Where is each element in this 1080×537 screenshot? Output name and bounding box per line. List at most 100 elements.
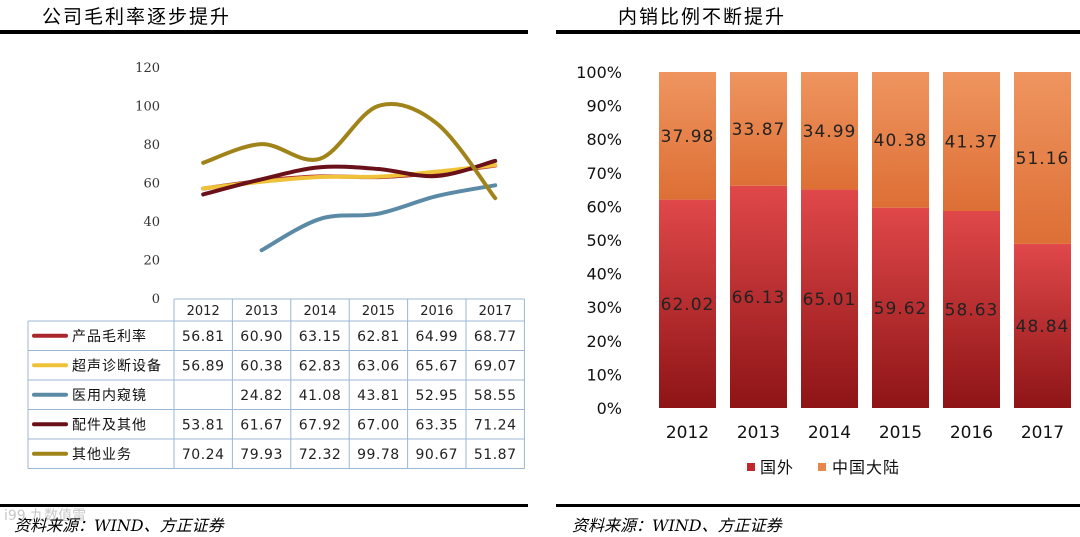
table-cell-value: 69.07 [474, 358, 517, 374]
bar-segment-foreign [943, 211, 1000, 408]
y-tick-label: 80 [143, 138, 160, 153]
table-cell-value: 67.92 [299, 417, 342, 433]
y-tick-label: 60 [143, 177, 160, 192]
y-tick-label: 120 [135, 61, 160, 76]
bar-label-domestic: 33.87 [732, 120, 786, 140]
table-year-header: 2014 [303, 304, 336, 319]
bar-segment-domestic [1014, 72, 1071, 244]
series-line [259, 183, 498, 253]
percent-tick-label: 0% [597, 399, 622, 418]
table-cell-value: 68.77 [474, 329, 517, 345]
year-axis-ticks: 2012 2013 2014 2015 2016 2017 [666, 423, 1064, 443]
bar-segment-foreign [659, 199, 716, 408]
table-cell-value: 62.81 [357, 329, 400, 345]
left-title-rule [0, 30, 528, 34]
table-cell-value: 61.67 [240, 417, 283, 433]
table-cell-value: 60.90 [240, 329, 283, 345]
table-cell-value: 99.78 [357, 447, 400, 463]
series-name: 超声诊断设备 [72, 357, 162, 374]
data-table: 2012 2013 2014 2015 2016 2017 产品毛利率 56.81 60.90 6… [27, 298, 525, 469]
table-cell-value: 71.24 [474, 417, 517, 433]
table-cell-value: 90.67 [416, 447, 459, 463]
right-source-note: 资料来源：WIND、方正证券 [572, 516, 782, 535]
percent-axis-ticks: 100% 90% 80% 70% 60% 50% 40% 30% 20% 10% 0% [576, 63, 622, 418]
year-tick-label: 2016 [950, 423, 993, 443]
bar-segment-domestic [730, 72, 787, 186]
percent-tick-label: 30% [586, 298, 622, 317]
percent-tick-label: 80% [586, 130, 622, 149]
bars-group: 62.02 37.98 66.13 33.87 65.01 34.99 59.62 40.38… [659, 72, 1071, 408]
percent-tick-label: 50% [586, 231, 622, 250]
left-source-note: 资料来源：WIND、方正证券 [14, 516, 224, 535]
y-tick-label: 100 [135, 100, 160, 115]
table-cell-value: 58.55 [474, 388, 517, 404]
percent-tick-label: 20% [586, 332, 622, 351]
table-cell-value: 70.24 [182, 447, 225, 463]
right-chart-panel: 内销比例不断提升 100% 90% 80% 70% 60% 50% 40% 30% 20% 10%… [556, 0, 1080, 537]
bar-segment-foreign [801, 189, 858, 408]
y-tick-label: 0 [152, 292, 160, 307]
bar-label-foreign: 62.02 [661, 295, 715, 315]
table-cell-value: 79.93 [240, 447, 283, 463]
legend-swatch-domestic [818, 463, 826, 471]
bar-segment-domestic [659, 72, 716, 200]
table-cell-value: 56.89 [182, 358, 225, 374]
right-title-rule [556, 30, 1080, 34]
series-name: 医用内窥镜 [72, 387, 147, 404]
percent-tick-label: 40% [586, 265, 622, 284]
y-axis-ticks: 120 100 80 60 40 20 0 [135, 61, 160, 307]
table-cell-value: 51.87 [474, 447, 517, 463]
year-tick-label: 2014 [808, 423, 851, 443]
table-year-header: 2015 [362, 304, 395, 319]
table-cell-value: 24.82 [240, 388, 283, 404]
table-cell-value: 60.38 [240, 358, 283, 374]
series-name: 产品毛利率 [72, 328, 147, 345]
legend: 国外 中国大陆 [747, 458, 900, 477]
series-name: 其他业务 [72, 447, 132, 463]
year-tick-label: 2013 [737, 423, 780, 443]
bar-label-foreign: 66.13 [732, 288, 786, 308]
legend-swatch-foreign [747, 463, 755, 471]
left-chart-panel: 公司毛利率逐步提升 120 100 80 60 40 20 0 2012 2013 2014 20… [0, 0, 528, 537]
bar-segment-domestic [943, 72, 1000, 212]
left-bottom-rule [0, 504, 528, 507]
right-bottom-rule [556, 504, 1080, 507]
bar-label-foreign: 48.84 [1016, 317, 1070, 337]
bar-segment-domestic [801, 72, 858, 190]
series-line [201, 158, 498, 197]
percent-tick-label: 10% [586, 365, 622, 384]
table-cell-value: 72.32 [299, 447, 342, 463]
percent-tick-label: 90% [586, 97, 622, 116]
percent-tick-label: 70% [586, 164, 622, 183]
year-tick-label: 2015 [879, 423, 922, 443]
bar-label-foreign: 65.01 [803, 290, 857, 310]
table-cell-value: 63.15 [299, 329, 342, 345]
table-cell-value: 56.81 [182, 329, 225, 345]
percent-tick-label: 60% [586, 197, 622, 216]
watermark: i99 九数值雷 [4, 508, 87, 524]
table-cell-value: 63.35 [416, 417, 459, 433]
table-cell-value: 53.81 [182, 417, 225, 433]
bar-segment-foreign [872, 207, 929, 408]
table-cell-value: 41.08 [299, 388, 342, 404]
table-year-header: 2013 [245, 304, 278, 319]
table-cell-value: 62.83 [299, 358, 342, 374]
table-year-header: 2012 [187, 304, 220, 319]
left-chart-title: 公司毛利率逐步提升 [42, 6, 232, 28]
bar-segment-foreign [1014, 243, 1071, 408]
bar-label-foreign: 58.63 [945, 301, 999, 321]
bar-label-domestic: 51.16 [1016, 149, 1070, 169]
y-tick-label: 20 [143, 254, 160, 269]
bar-label-domestic: 41.37 [945, 133, 999, 153]
bar-label-foreign: 59.62 [874, 299, 928, 319]
bar-segment-foreign [730, 185, 787, 408]
percent-tick-label: 100% [576, 63, 622, 82]
line-chart: 120 100 80 60 40 20 0 2012 2013 2014 2015 2016 2017… [27, 61, 525, 469]
stacked-bar-chart: 100% 90% 80% 70% 60% 50% 40% 30% 20% 10% 0% 62.02 3… [576, 63, 1071, 477]
series-name: 配件及其他 [72, 417, 147, 433]
line-series-group [201, 101, 498, 253]
bar-label-domestic: 40.38 [874, 131, 928, 151]
year-tick-label: 2017 [1021, 423, 1064, 443]
legend-label-domestic: 中国大陆 [832, 458, 900, 477]
table-cell-value: 63.06 [357, 358, 400, 374]
